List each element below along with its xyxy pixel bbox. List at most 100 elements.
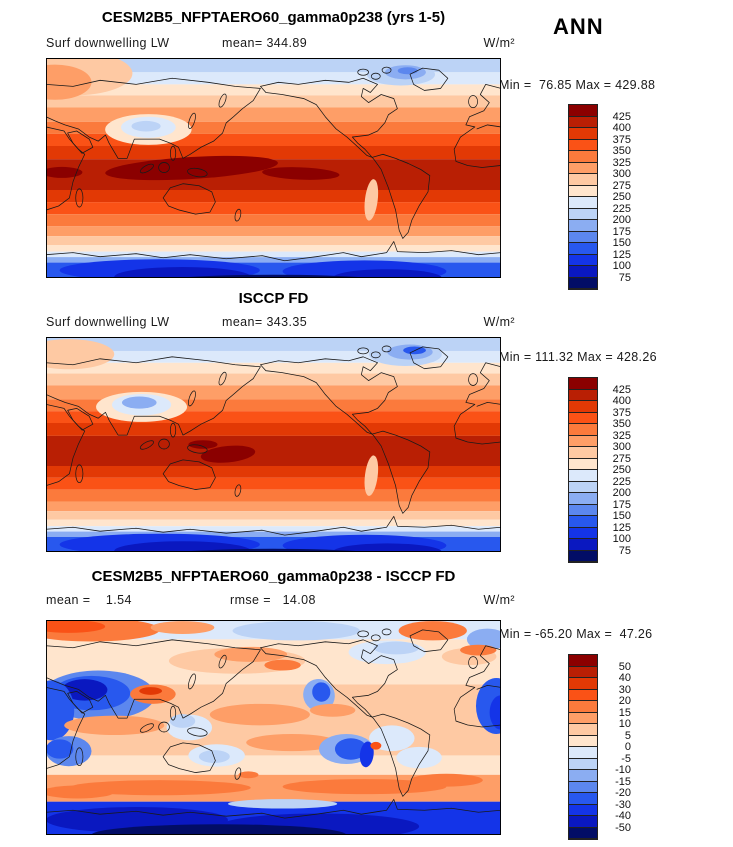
colorbar-tick-label: 350 (612, 145, 631, 157)
map-anomaly-blob (460, 644, 497, 656)
coastlines (46, 66, 501, 262)
map-anomaly-blob (139, 687, 163, 695)
colorbar-tick-label: 75 (618, 271, 631, 284)
panel-1-subheader: Surf downwelling LW mean= 344.89 W/m² (46, 36, 515, 52)
colorbar-tick-label: 150 (612, 510, 631, 522)
panel-3-mean-label: mean = 1.54 (46, 593, 132, 607)
panel-1-mean-label: mean= 344.89 (222, 36, 308, 50)
colorbar-tick-label: 250 (612, 191, 631, 203)
map-band (46, 84, 501, 96)
colorbar-tick-label: 175 (612, 225, 631, 238)
colorbar-segment (569, 185, 597, 197)
colorbar-tick-label: 325 (612, 429, 631, 442)
colorbar-segment (569, 666, 597, 678)
colorbar-segment (569, 712, 597, 724)
colorbar-tick-label: 225 (612, 202, 631, 215)
colorbar-segment (569, 447, 597, 459)
map-anomaly-blob (232, 621, 360, 641)
map-band (46, 435, 501, 466)
colorbar-tick-label: 200 (612, 487, 631, 499)
colorbar-tick-label: 225 (612, 475, 631, 488)
colorbar-segment (569, 116, 597, 128)
map-band (46, 350, 501, 363)
map-border (46, 337, 500, 551)
map-anomaly-blob (312, 682, 331, 702)
map-anomaly-blob (214, 646, 288, 662)
colorbar-segment (569, 435, 597, 447)
colorbar-segment (569, 758, 597, 770)
colorbar-segment (569, 220, 597, 232)
colorbar-segment (569, 139, 597, 151)
map-anomaly-blob (397, 67, 418, 75)
panel-3-title: CESM2B5_NFPTAERO60_gamma0p238 - ISCCP FD (91, 568, 456, 585)
map-anomaly-blob (91, 824, 347, 835)
colorbar-segment (569, 816, 597, 828)
colorbar-segment (569, 424, 597, 436)
colorbar-segment (569, 804, 597, 816)
colorbar-segment (569, 208, 597, 220)
map-anomaly-blob (364, 455, 379, 496)
map-anomaly-blob (198, 750, 230, 763)
colorbar-segment (569, 174, 597, 186)
map-anomaly-blob (246, 733, 338, 752)
colorbar-tick-label: 20 (618, 695, 631, 707)
map-anomaly-blob (334, 738, 367, 760)
map-anomaly-blob (489, 695, 501, 730)
colorbar-tick-label: -40 (615, 810, 631, 822)
panel-2-mean-label: mean= 343.35 (222, 315, 308, 329)
colorbar-tick-label: 0 (624, 741, 631, 753)
map-anomaly-blob (262, 167, 340, 180)
colorbar-segment (569, 827, 597, 839)
map-band (46, 202, 501, 215)
panel-1-units-label: W/m² (483, 36, 515, 50)
map-anomaly-blob (150, 621, 215, 634)
map-anomaly-blob (46, 620, 106, 633)
map-anomaly-blob (68, 780, 251, 796)
map-band (46, 190, 501, 203)
map-anomaly-blob (364, 179, 379, 221)
colorbar-segment (569, 735, 597, 747)
map-band (46, 399, 501, 412)
colorbar-tick-label: 275 (612, 179, 631, 192)
colorbar-tick-label: -10 (615, 764, 631, 776)
map-band (46, 214, 501, 227)
colorbar-tick-label: 175 (612, 498, 631, 511)
map-anomaly-blob (114, 541, 251, 552)
panel-2-title: ISCCP FD (238, 290, 309, 307)
colorbar-segment (569, 539, 597, 551)
colorbar-segment (569, 277, 597, 289)
panel-2-units-label: W/m² (483, 315, 515, 329)
panel-3-subheader: mean = 1.54 rmse = 14.08 W/m² (46, 593, 515, 609)
colorbar-tick-label: 425 (612, 110, 631, 123)
map-band (46, 511, 501, 520)
colorbar-segment (569, 527, 597, 539)
map-anomaly-blob (282, 779, 447, 795)
colorbar-segment (569, 266, 597, 278)
colorbar-tick-label: 425 (612, 383, 631, 396)
panel-1-variable-label: Surf downwelling LW (46, 36, 170, 50)
panel-2-map (46, 337, 501, 552)
map-anomaly-blob (264, 659, 301, 671)
colorbar-tick-label: 300 (612, 168, 631, 180)
colorbar-segment (569, 412, 597, 424)
colorbar-tick-label: 125 (612, 521, 631, 534)
panel-1-title: CESM2B5_NFPTAERO60_gamma0p238 (yrs 1-5) (101, 9, 446, 26)
colorbar-tick-label: -30 (615, 798, 631, 811)
colorbar-tick-label: 30 (618, 683, 631, 696)
map-svg (46, 620, 501, 835)
map-band (46, 501, 501, 512)
map-band (46, 411, 501, 423)
map-band (46, 245, 501, 252)
panel-2-minmax-label: Min = 111.32 Max = 428.26 (499, 350, 657, 364)
colorbar-tick-label: 75 (618, 544, 631, 557)
map-band (46, 477, 501, 490)
map-band (46, 95, 501, 108)
colorbar-segment (569, 378, 597, 390)
colorbar-segment (569, 770, 597, 782)
map-anomaly-blob (200, 445, 256, 463)
colorbar-tick-label: 5 (624, 729, 631, 742)
map-anomaly-blob (169, 714, 196, 728)
map-anomaly-blob (46, 64, 92, 100)
map-band (46, 236, 501, 246)
